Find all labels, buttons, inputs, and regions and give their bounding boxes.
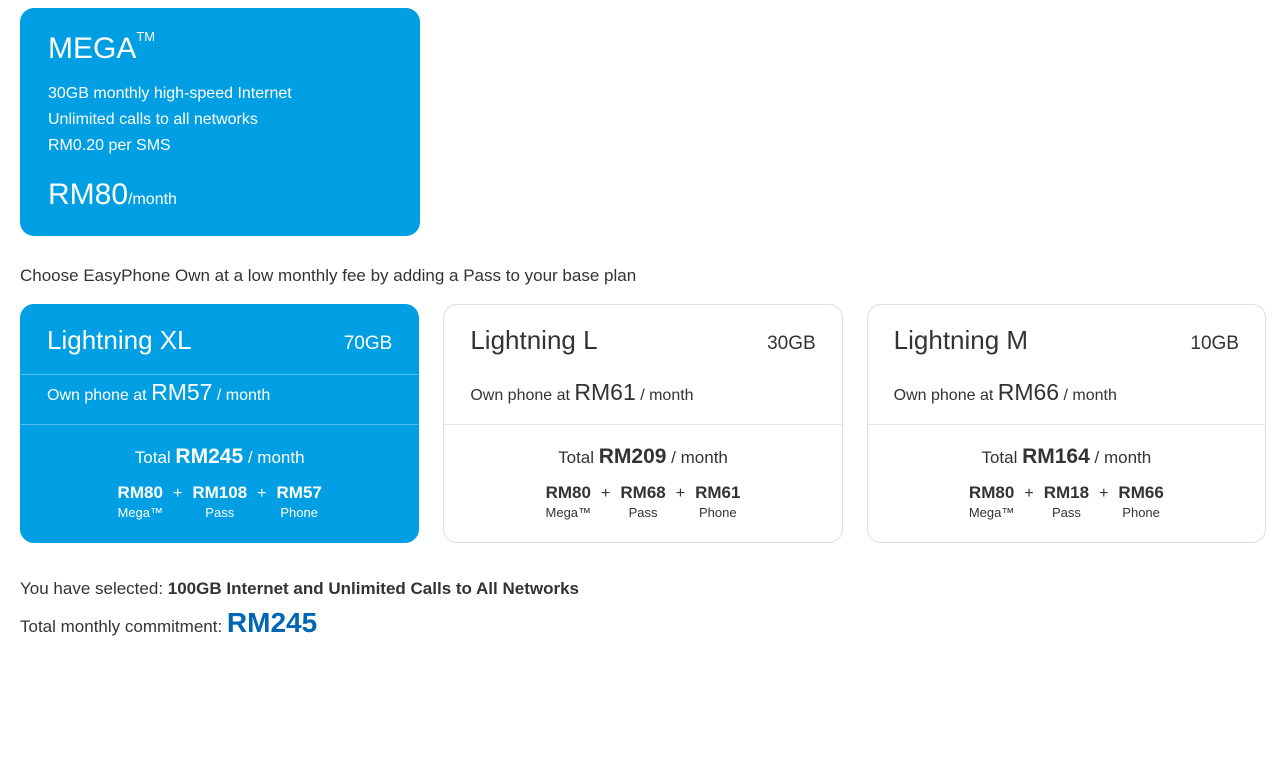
total-value: RM164 — [1022, 445, 1090, 468]
breakdown-phone-value: RM66 — [1118, 483, 1163, 503]
plan-data: 30GB — [767, 333, 816, 355]
plan-header: Lightning M 10GB — [868, 305, 1265, 375]
mega-feature-1: 30GB monthly high-speed Internet — [48, 82, 392, 106]
per-month: / month — [1090, 448, 1151, 467]
total-value: RM245 — [175, 445, 243, 468]
breakdown-mega: RM80 Mega™ — [117, 483, 163, 520]
plan-card-lightning-l[interactable]: Lightning L 30GB Own phone at RM61 / mon… — [443, 304, 842, 543]
mega-feature-2: Unlimited calls to all networks — [48, 108, 392, 132]
commitment-prefix: Total monthly commitment: — [20, 617, 227, 636]
mega-price-per: /month — [128, 191, 177, 208]
breakdown-phone: RM57 Phone — [277, 483, 322, 520]
breakdown-mega: RM80 Mega™ — [546, 483, 592, 520]
commitment-summary: Total monthly commitment: RM245 — [20, 607, 1266, 639]
plan-breakdown: RM80 Mega™ + RM18 Pass + RM66 Phone — [868, 483, 1265, 542]
plan-own-line: Own phone at RM66 / month — [868, 375, 1265, 425]
own-price: RM66 — [998, 379, 1059, 405]
own-prefix: Own phone at — [470, 387, 574, 404]
mega-tm: TM — [136, 29, 155, 44]
mega-price-value: RM80 — [48, 178, 128, 211]
breakdown-mega-value: RM80 — [546, 483, 592, 503]
breakdown-mega-value: RM80 — [117, 483, 163, 503]
breakdown-mega-label: Mega™ — [969, 505, 1015, 520]
plan-card-lightning-xl[interactable]: Lightning XL 70GB Own phone at RM57 / mo… — [20, 304, 419, 543]
plan-header: Lightning L 30GB — [444, 305, 841, 375]
mega-price: RM80/month — [48, 178, 392, 212]
plus-icon: + — [253, 485, 270, 519]
plus-icon: + — [1095, 485, 1112, 519]
plan-total: Total RM245 / month — [21, 425, 418, 483]
breakdown-phone: RM61 Phone — [695, 483, 740, 520]
mega-title: MEGATM — [48, 32, 392, 66]
plan-name: Lightning L — [470, 325, 597, 356]
total-value: RM209 — [599, 445, 667, 468]
plan-data: 10GB — [1190, 333, 1239, 355]
breakdown-phone-label: Phone — [277, 505, 322, 520]
breakdown-pass-label: Pass — [192, 505, 247, 520]
mega-feature-3: RM0.20 per SMS — [48, 134, 392, 158]
breakdown-phone: RM66 Phone — [1118, 483, 1163, 520]
plan-card-lightning-m[interactable]: Lightning M 10GB Own phone at RM66 / mon… — [867, 304, 1266, 543]
breakdown-pass: RM108 Pass — [192, 483, 247, 520]
plans-row: Lightning XL 70GB Own phone at RM57 / mo… — [20, 304, 1266, 543]
per-month: / month — [212, 387, 270, 404]
breakdown-phone-value: RM61 — [695, 483, 740, 503]
breakdown-phone-label: Phone — [1118, 505, 1163, 520]
per-month: / month — [636, 387, 694, 404]
plan-total: Total RM209 / month — [444, 425, 841, 483]
total-prefix: Total — [981, 448, 1022, 467]
own-prefix: Own phone at — [894, 387, 998, 404]
mega-features: 30GB monthly high-speed Internet Unlimit… — [48, 82, 392, 158]
plus-icon: + — [169, 485, 186, 519]
plan-total: Total RM164 / month — [868, 425, 1265, 483]
plan-own-line: Own phone at RM57 / month — [21, 375, 418, 425]
mega-base-plan-card: MEGATM 30GB monthly high-speed Internet … — [20, 8, 420, 236]
breakdown-phone-label: Phone — [695, 505, 740, 520]
selection-prefix: You have selected: — [20, 579, 168, 598]
selection-value: 100GB Internet and Unlimited Calls to Al… — [168, 579, 579, 598]
own-price: RM57 — [151, 379, 212, 405]
per-month: / month — [243, 448, 304, 467]
plus-icon: + — [597, 485, 614, 519]
breakdown-mega-label: Mega™ — [117, 505, 163, 520]
selection-summary: You have selected: 100GB Internet and Un… — [20, 579, 1266, 599]
plan-name: Lightning M — [894, 325, 1028, 356]
per-month: / month — [1059, 387, 1117, 404]
plan-breakdown: RM80 Mega™ + RM108 Pass + RM57 Phone — [21, 483, 418, 542]
plan-breakdown: RM80 Mega™ + RM68 Pass + RM61 Phone — [444, 483, 841, 542]
breakdown-pass-value: RM108 — [192, 483, 247, 503]
breakdown-mega-value: RM80 — [969, 483, 1015, 503]
breakdown-pass: RM68 Pass — [620, 483, 665, 520]
breakdown-pass-value: RM18 — [1044, 483, 1089, 503]
breakdown-pass-label: Pass — [1044, 505, 1089, 520]
plan-name: Lightning XL — [47, 325, 192, 356]
per-month: / month — [666, 448, 727, 467]
total-prefix: Total — [558, 448, 599, 467]
plan-header: Lightning XL 70GB — [21, 305, 418, 375]
commitment-value: RM245 — [227, 607, 317, 638]
breakdown-pass-value: RM68 — [620, 483, 665, 503]
plus-icon: + — [672, 485, 689, 519]
plan-own-line: Own phone at RM61 / month — [444, 375, 841, 425]
breakdown-mega: RM80 Mega™ — [969, 483, 1015, 520]
total-prefix: Total — [135, 448, 176, 467]
breakdown-pass-label: Pass — [620, 505, 665, 520]
instruction-text: Choose EasyPhone Own at a low monthly fe… — [20, 266, 1266, 286]
own-price: RM61 — [574, 379, 635, 405]
breakdown-mega-label: Mega™ — [546, 505, 592, 520]
plan-data: 70GB — [344, 333, 393, 355]
breakdown-pass: RM18 Pass — [1044, 483, 1089, 520]
own-prefix: Own phone at — [47, 387, 151, 404]
breakdown-phone-value: RM57 — [277, 483, 322, 503]
mega-title-text: MEGA — [48, 32, 136, 65]
plus-icon: + — [1020, 485, 1037, 519]
